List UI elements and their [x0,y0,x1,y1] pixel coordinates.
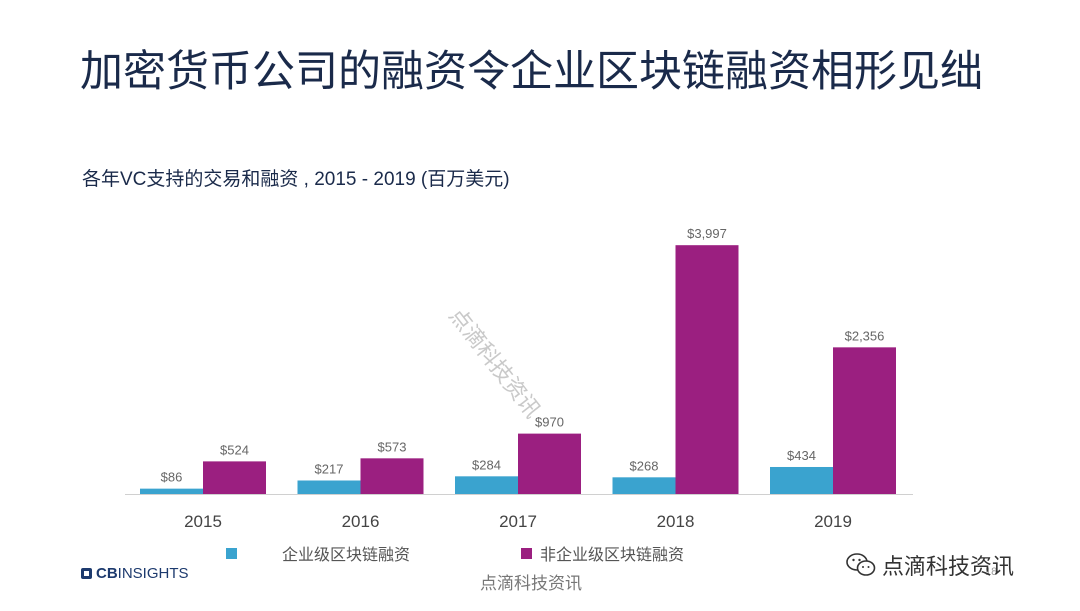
data-label-non-enterprise-2015: $524 [220,442,249,457]
cbinsights-logo-icon [81,568,92,579]
legend-label-enterprise: 企业级区块链融资 [282,547,411,564]
x-tick-label-2017: 2017 [499,512,537,531]
legend-swatch-non-enterprise [521,547,532,559]
page-number: 18 [985,566,998,578]
bar-non-enterprise-2015 [203,461,266,494]
legend-item-non-enterprise: 非企业级区块链融资 [521,541,684,565]
data-label-enterprise-2019: $434 [787,448,816,463]
bar-enterprise-2019 [770,466,833,494]
data-label-non-enterprise-2019: $2,356 [845,328,885,343]
cbinsights-logo: CBINSIGHTS [81,565,189,582]
bar-enterprise-2016 [297,480,361,494]
bar-non-enterprise-2016 [360,458,424,494]
bar-enterprise-2018 [612,477,676,494]
x-tick-label-2016: 2016 [342,512,380,531]
data-label-enterprise-2017: $284 [472,457,501,472]
x-tick-label-2019: 2019 [814,512,852,531]
bar-non-enterprise-2017 [518,433,581,494]
data-label-enterprise-2016: $217 [315,461,344,476]
footer-watermark: 点滴科技资讯 [480,574,582,594]
data-label-non-enterprise-2016: $573 [378,439,407,454]
legend-swatch-enterprise [226,547,237,559]
wechat-icon [846,553,876,576]
x-tick-label-2018: 2018 [657,512,695,531]
bar-enterprise-2017 [455,476,518,494]
bar-non-enterprise-2018 [675,245,739,494]
wechat-watermark: 点滴科技资讯 [846,549,1014,581]
wechat-label: 点滴科技资讯 [882,554,1015,579]
legend-label-non-enterprise: 非企业级区块链融资 [540,547,685,564]
data-label-non-enterprise-2018: $3,997 [687,226,727,241]
x-tick-label-2015: 2015 [184,512,222,531]
data-label-enterprise-2018: $268 [630,458,659,473]
bar-enterprise-2015 [140,488,203,494]
bar-non-enterprise-2019 [833,347,896,494]
data-label-non-enterprise-2017: $970 [535,415,564,430]
page-title: 加密货币公司的融资令企业区块链融资相形见绌 [80,47,983,97]
data-label-enterprise-2015: $86 [161,470,183,485]
legend-item-enterprise: 企业级区块链融资 [226,541,410,565]
chart-subtitle: 各年VC支持的交易和融资 , 2015 - 2019 (百万美元) [82,169,510,190]
